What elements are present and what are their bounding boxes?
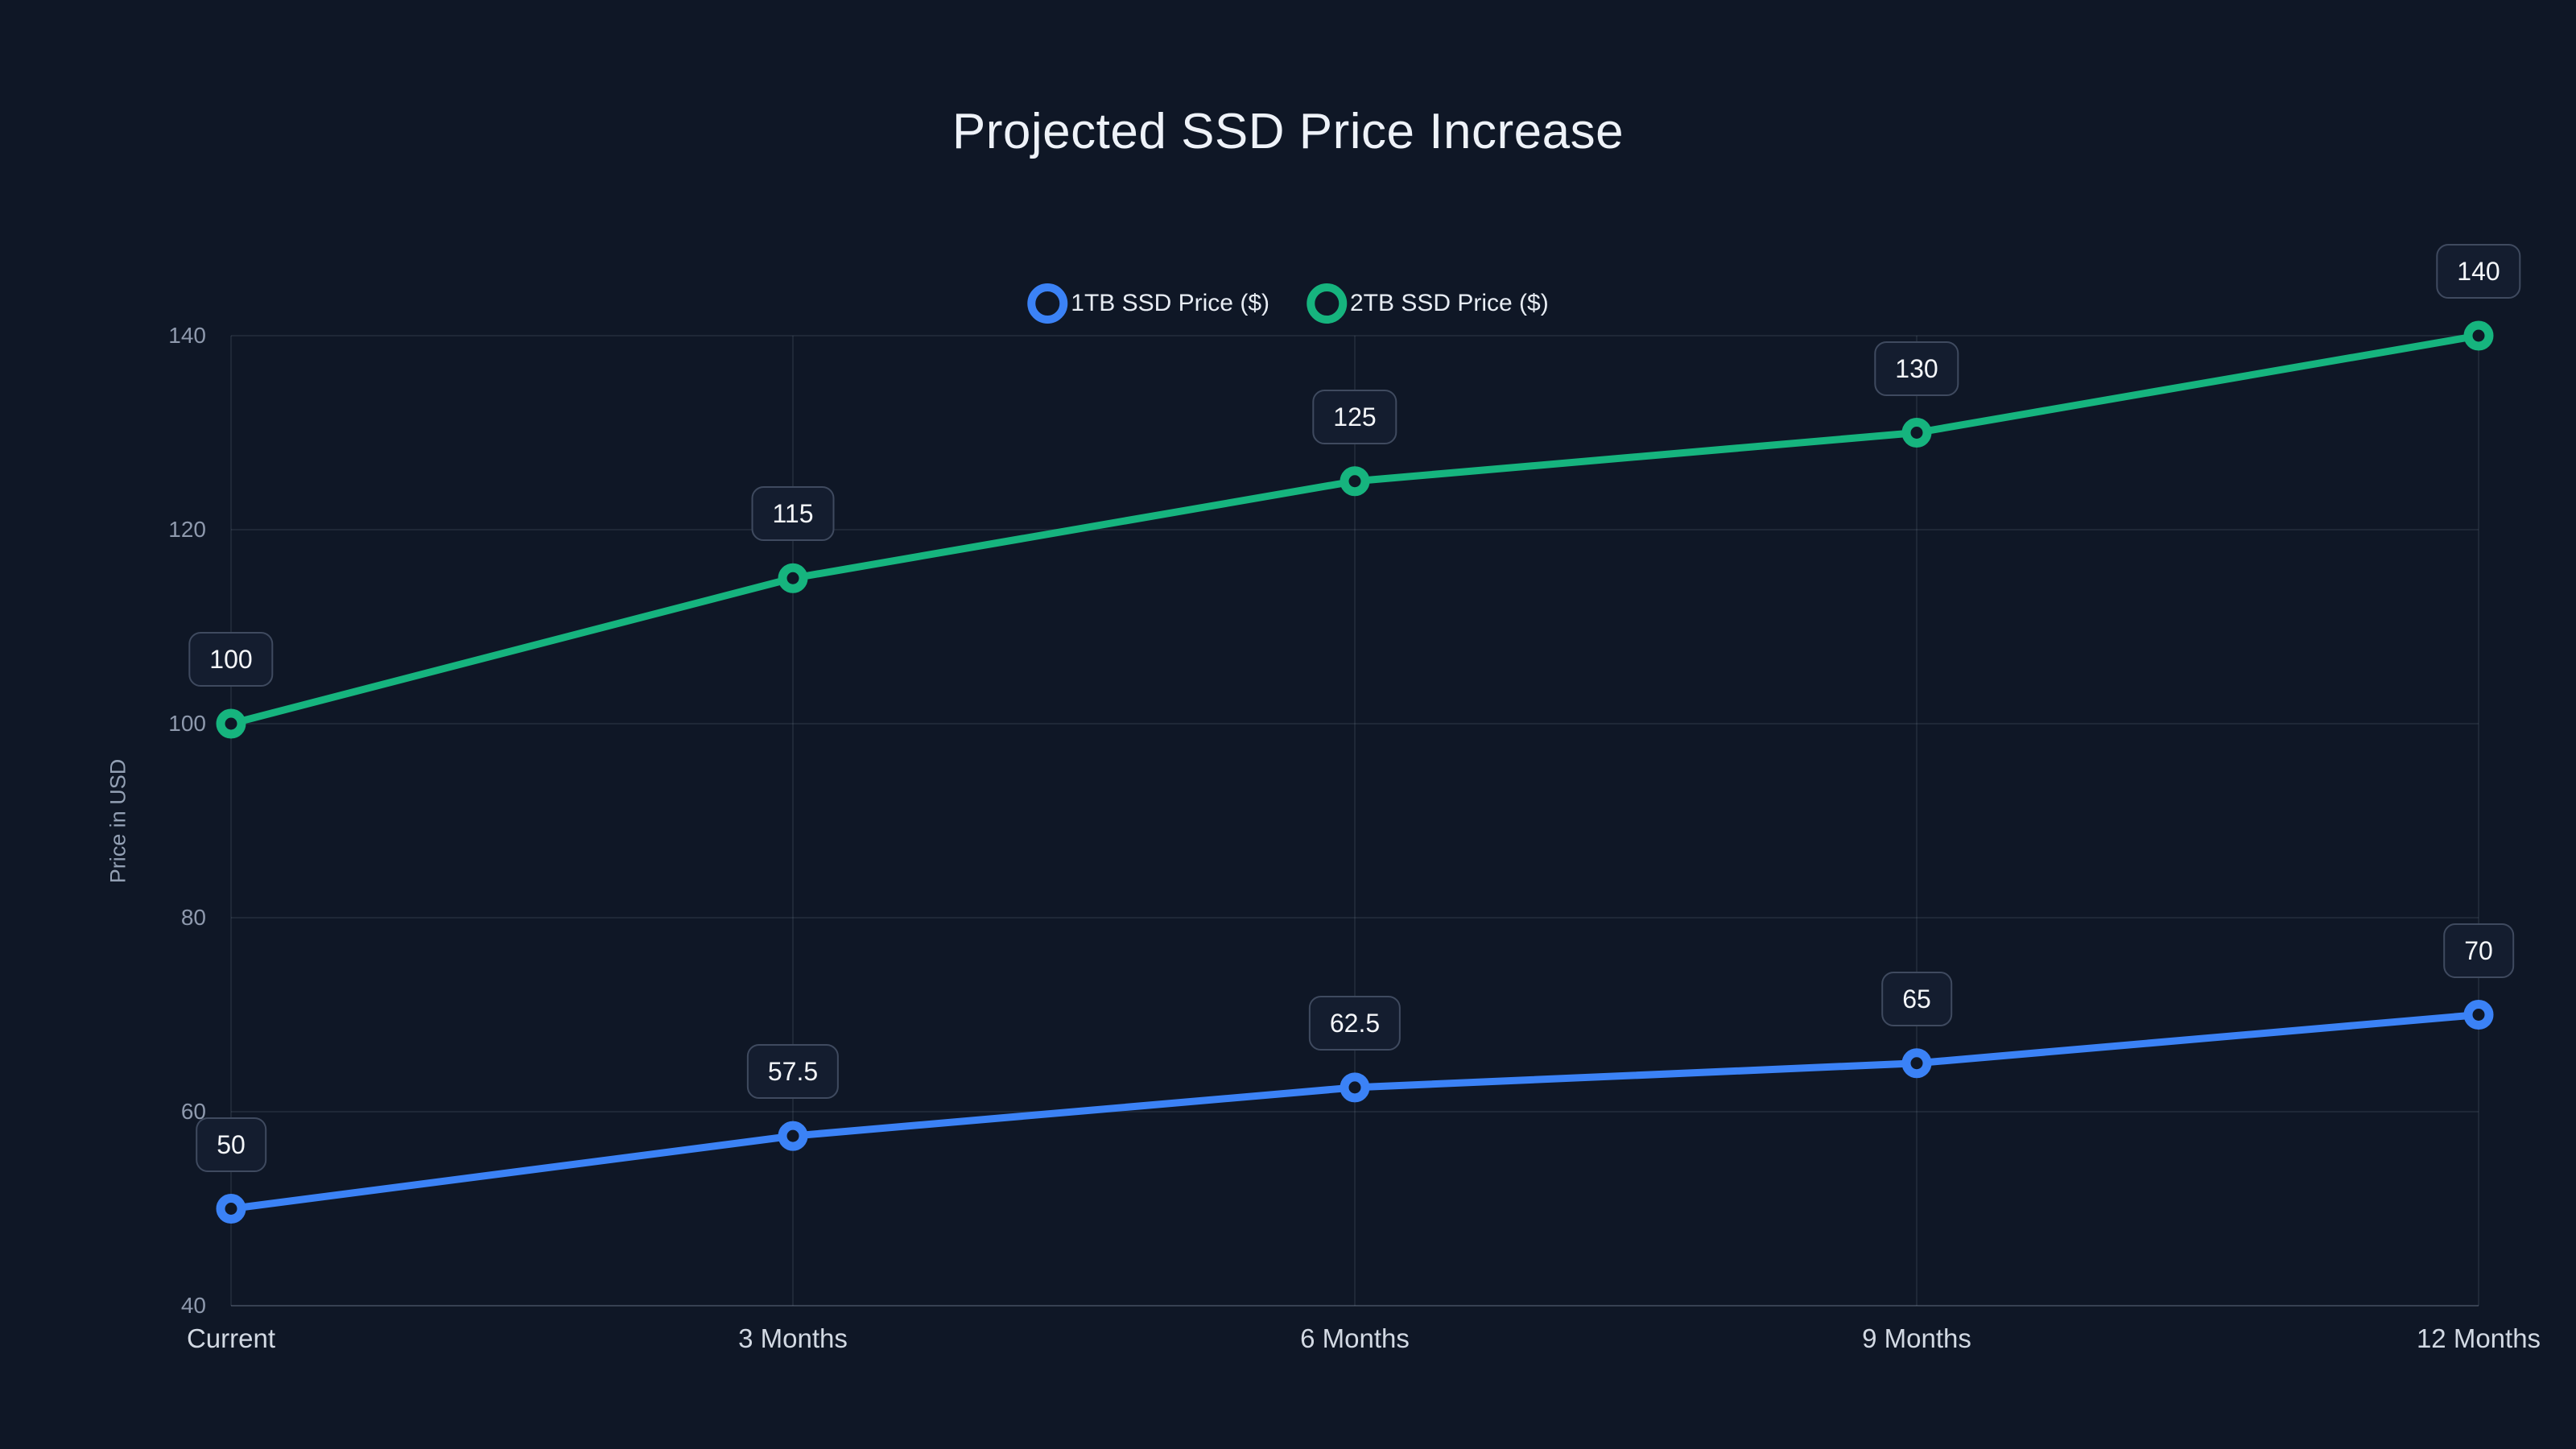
point-label-badge: 130 xyxy=(1874,341,1959,396)
legend-label-2tb: 2TB SSD Price ($) xyxy=(1350,290,1549,316)
x-axis-tick-label: Current xyxy=(186,1323,276,1353)
point-label-badge: 140 xyxy=(2436,244,2521,299)
data-point-marker[interactable] xyxy=(2463,320,2494,351)
data-point-marker[interactable] xyxy=(1901,1048,1932,1079)
y-axis-tick-label: 140 xyxy=(168,323,206,348)
y-axis-tick-label: 60 xyxy=(180,1099,206,1124)
point-label-badge: 125 xyxy=(1312,389,1397,444)
legend-label-1tb: 1TB SSD Price ($) xyxy=(1071,290,1269,316)
data-point-marker[interactable] xyxy=(778,563,808,593)
data-point-marker[interactable] xyxy=(778,1121,808,1151)
y-axis-tick-label: 40 xyxy=(180,1293,206,1318)
point-label-badge: 57.5 xyxy=(746,1044,840,1100)
x-axis-tick-label: 3 Months xyxy=(738,1323,848,1353)
x-axis-tick-label: 12 Months xyxy=(2416,1323,2541,1353)
legend-item-1tb[interactable]: 1TB SSD Price ($) xyxy=(1027,283,1269,324)
y-axis-tick-label: 100 xyxy=(168,711,206,736)
y-axis-tick-label: 120 xyxy=(168,517,206,542)
point-label-badge: 50 xyxy=(196,1117,266,1172)
point-label-badge: 100 xyxy=(188,632,274,687)
point-label-badge: 65 xyxy=(1881,971,1952,1026)
chart-title: Projected SSD Price Increase xyxy=(952,104,1624,159)
x-axis-tick-label: 6 Months xyxy=(1300,1323,1410,1353)
legend: 1TB SSD Price ($) 2TB SSD Price ($) xyxy=(1027,283,1549,324)
y-axis-tick-label: 80 xyxy=(180,905,206,930)
x-axis-tick-label: 9 Months xyxy=(1862,1323,1971,1353)
data-point-marker[interactable] xyxy=(2463,1000,2494,1030)
legend-marker-2tb-icon xyxy=(1307,283,1347,324)
data-point-marker[interactable] xyxy=(216,708,246,739)
data-point-marker[interactable] xyxy=(1340,1072,1370,1103)
data-point-marker[interactable] xyxy=(1901,418,1932,448)
point-label-badge: 115 xyxy=(751,486,835,542)
point-label-badge: 62.5 xyxy=(1308,995,1402,1051)
data-point-marker[interactable] xyxy=(1340,466,1370,497)
point-label-badge: 70 xyxy=(2443,923,2514,978)
legend-item-2tb[interactable]: 2TB SSD Price ($) xyxy=(1307,283,1549,324)
legend-marker-1tb-icon xyxy=(1027,283,1068,324)
data-point-marker[interactable] xyxy=(216,1194,246,1224)
